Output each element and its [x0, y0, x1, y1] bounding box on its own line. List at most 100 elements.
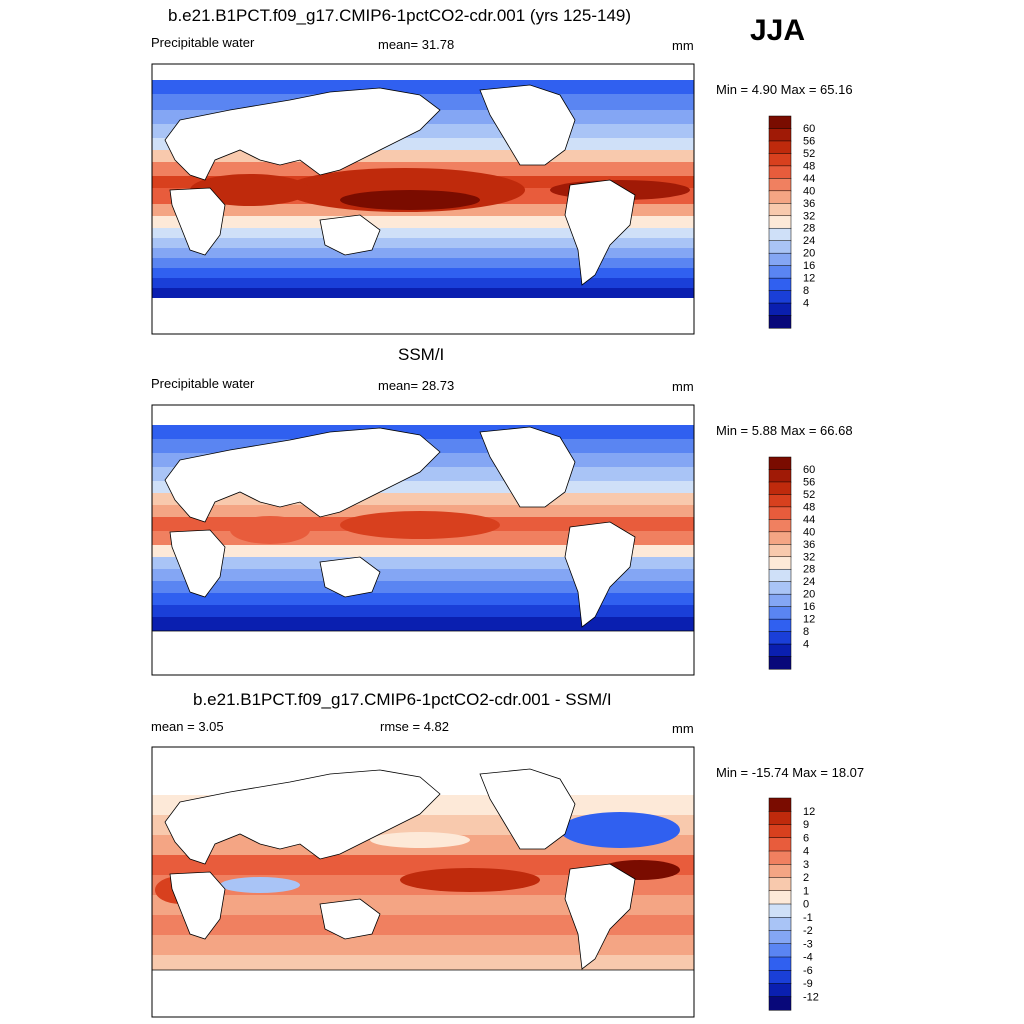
panel-1-left-label: Precipitable water: [151, 35, 255, 50]
colorbar-2-box: [768, 556, 792, 570]
panel-3-units: mm: [672, 721, 694, 736]
colorbar-2-box: [768, 531, 792, 545]
colorbar-3-box: [768, 930, 792, 945]
colorbar-2-label: 60: [803, 464, 815, 476]
colorbar-1-label: 8: [803, 285, 809, 297]
colorbar-2-box: [768, 568, 792, 583]
colorbar-3-label: -4: [803, 952, 813, 964]
colorbar-2-label: 56: [803, 476, 815, 488]
colorbar-1-box: [768, 265, 792, 279]
colorbar-3-box: [768, 996, 792, 1011]
colorbar-1-label: 20: [803, 248, 815, 260]
colorbar-2-label: 12: [803, 614, 815, 626]
panel-2-mean: mean= 28.73: [378, 378, 455, 393]
colorbar-3-box: [768, 983, 792, 998]
colorbar-1-box: [768, 215, 792, 229]
map-frame-3: [151, 746, 695, 1018]
colorbar-3-box: [768, 917, 792, 932]
colorbar-1-label: 48: [803, 160, 815, 172]
colorbar-3-label: -12: [803, 991, 819, 1003]
colorbar-3-box: [768, 890, 792, 905]
colorbar-1-label: 40: [803, 185, 815, 197]
colorbar-3-label: -9: [803, 978, 813, 990]
panel-1-title: b.e21.B1PCT.f09_g17.CMIP6-1pctCO2-cdr.00…: [168, 6, 632, 25]
colorbar-3-label: 4: [803, 846, 809, 858]
colorbar-2-box: [768, 469, 792, 483]
map-frame-2: [151, 404, 695, 676]
colorbar-3-box: [768, 970, 792, 985]
colorbar-3-label: 3: [803, 859, 809, 871]
colorbar-1-box: [768, 190, 792, 204]
colorbar-1-box: [768, 302, 792, 317]
colorbar-1-box: [768, 115, 792, 130]
map-frame-1: [151, 63, 695, 335]
colorbar-2-label: 40: [803, 526, 815, 538]
colorbar-2-label: 24: [803, 576, 815, 588]
colorbar-3-label: 6: [803, 832, 809, 844]
colorbar-1-label: 52: [803, 148, 815, 160]
map-panel-3: [152, 747, 694, 1017]
colorbar-1-label: 32: [803, 210, 815, 222]
colorbar-3-label: -6: [803, 965, 813, 977]
colorbar-1-label: 16: [803, 260, 815, 272]
colorbar-3-box: [768, 956, 792, 971]
colorbar-1-box: [768, 315, 792, 329]
panel-2-title: SSM/I: [398, 345, 445, 364]
colorbar-3-box: [768, 837, 792, 852]
colorbar-2-label: 36: [803, 539, 815, 551]
colorbar-3-label: 0: [803, 899, 809, 911]
colorbar-3-label: -1: [803, 912, 813, 924]
colorbar-1-label: 28: [803, 223, 815, 235]
colorbar-2-box: [768, 494, 792, 508]
colorbar-1-box: [768, 290, 792, 304]
colorbar-2-box: [768, 643, 792, 658]
colorbar-3-box: [768, 864, 792, 879]
colorbar-2-box: [768, 519, 792, 533]
colorbar-1-box: [768, 277, 792, 292]
panel-3-mean: mean = 3.05: [151, 719, 224, 734]
colorbar-3-box: [768, 797, 792, 812]
colorbar-3-label: -3: [803, 938, 813, 950]
panel-3-minmax: Min = -15.74 Max = 18.07: [716, 765, 865, 780]
colorbar-2-label: 20: [803, 589, 815, 601]
colorbar-3-label: 2: [803, 872, 809, 884]
colorbar-2-box: [768, 544, 792, 558]
panel-2-units: mm: [672, 379, 694, 394]
colorbar-3-label: 1: [803, 885, 809, 897]
colorbar-1-label: 56: [803, 135, 815, 147]
colorbar-2-label: 16: [803, 601, 815, 613]
colorbar-1-label: 60: [803, 123, 815, 135]
panel-3-rmse: rmse = 4.82: [380, 719, 450, 734]
map-panel-2: [152, 405, 694, 675]
colorbar-3-box: [768, 811, 792, 826]
colorbar-3-box: [768, 824, 792, 839]
colorbar-2-label: 32: [803, 551, 815, 563]
colorbar-2-box: [768, 506, 792, 520]
colorbar-2-label: 8: [803, 626, 809, 638]
panel-2-left-label: Precipitable water: [151, 376, 255, 391]
colorbar-2-label: 4: [803, 639, 809, 651]
colorbar-1-box: [768, 252, 792, 267]
colorbar-2-box: [768, 631, 792, 645]
colorbar-1-label: 4: [803, 298, 809, 310]
colorbar-2-label: 44: [803, 514, 815, 526]
colorbar-1-box: [768, 203, 792, 217]
colorbar-1-label: 44: [803, 173, 815, 185]
panel-1-minmax: Min = 4.90 Max = 65.16: [716, 82, 853, 97]
colorbar-2-label: 48: [803, 501, 815, 513]
colorbar-2-box: [768, 656, 792, 670]
colorbar-3-box: [768, 850, 792, 865]
colorbar-1-label: 36: [803, 198, 815, 210]
colorbar-1-box: [768, 165, 792, 179]
colorbar-3-label: -2: [803, 925, 813, 937]
map-panel-1: [152, 64, 694, 334]
colorbar-3-box: [768, 903, 792, 918]
colorbar-1-box: [768, 240, 792, 254]
colorbar-1-box: [768, 153, 792, 167]
colorbar-2-box: [768, 593, 792, 608]
colorbar-2-box: [768, 606, 792, 620]
colorbar-1-box: [768, 140, 792, 154]
colorbar-2-box: [768, 456, 792, 471]
